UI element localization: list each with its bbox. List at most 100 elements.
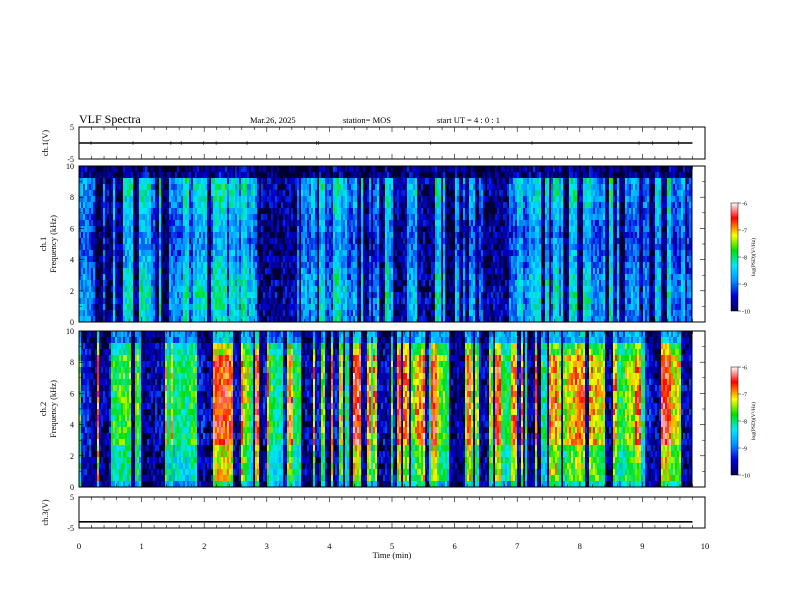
heatmap-cell [147,268,150,275]
heatmap-cell [559,262,562,269]
heatmap-cell [441,202,444,209]
heatmap-cell [113,304,116,311]
heatmap-cell [315,202,318,209]
heatmap-cell [195,316,198,323]
heatmap-cell [155,208,158,215]
heatmap-cell [191,184,194,191]
heatmap-cell [361,238,364,245]
heatmap-cell [425,214,428,221]
heatmap-cell [433,280,436,287]
heatmap-cell [301,220,304,227]
heatmap-cell [361,190,364,197]
heatmap-cell [555,184,558,191]
heatmap-cell [375,232,378,239]
heatmap-cell [349,298,352,305]
heatmap-cell [131,172,134,179]
heatmap-cell [537,298,540,305]
heatmap-cell [243,304,246,311]
heatmap-cell [443,178,446,185]
heatmap-cell [443,274,446,281]
heatmap-cell [231,232,234,239]
heatmap-cell [191,214,194,221]
heatmap-cell [171,250,174,257]
heatmap-cell [241,268,244,275]
heatmap-cell [423,244,426,251]
heatmap-cell [249,232,252,239]
heatmap-cell [467,268,470,275]
heatmap-cell [519,172,522,179]
heatmap-cell [173,232,176,239]
heatmap-cell [481,310,484,317]
heatmap-cell [241,202,244,209]
heatmap-cell [211,184,214,191]
heatmap-cell [429,190,432,197]
heatmap-cell [555,316,558,323]
heatmap-cell [131,262,134,269]
heatmap-cell [291,178,294,185]
heatmap-cell [473,250,476,257]
heatmap-cell [175,238,178,245]
heatmap-cell [511,232,514,239]
heatmap-cell [407,190,410,197]
heatmap-cell [507,244,510,251]
heatmap-cell [345,202,348,209]
heatmap-cell [569,190,572,197]
heatmap-cell [79,190,82,197]
heatmap-cell [291,268,294,275]
heatmap-cell [501,256,504,263]
heatmap-cell [441,190,444,197]
heatmap-cell [157,280,160,287]
heatmap-cell [517,214,520,221]
heatmap-cell [147,202,150,209]
heatmap-cell [513,238,516,245]
heatmap-cell [165,202,168,209]
heatmap-cell [347,220,350,227]
heatmap-cell [431,232,434,239]
heatmap-cell [293,304,296,311]
heatmap-cell [539,310,542,317]
heatmap-cell [519,226,522,233]
heatmap-cell [239,172,242,179]
heatmap-cell [79,196,82,203]
heatmap-cell [145,274,148,281]
heatmap-cell [489,238,492,245]
heatmap-cell [117,274,120,281]
heatmap-cell [355,202,358,209]
heatmap-cell [501,208,504,215]
heatmap-cell [169,220,172,227]
heatmap-cell [129,208,132,215]
heatmap-cell [533,184,536,191]
heatmap-cell [85,286,88,293]
heatmap-cell [375,298,378,305]
heatmap-cell [227,304,230,311]
heatmap-cell [369,304,372,311]
heatmap-cell [359,286,362,293]
heatmap-cell [153,292,156,299]
heatmap-cell [559,196,562,203]
heatmap-cell [213,292,216,299]
heatmap-cell [235,172,238,179]
heatmap-cell [345,238,348,245]
heatmap-cell [177,298,180,305]
heatmap-cell [459,238,462,245]
heatmap-cell [455,214,458,221]
heatmap-cell [475,250,478,257]
heatmap-cell [245,286,248,293]
heatmap-cell [311,256,314,263]
heatmap-cell [143,274,146,281]
heatmap-cell [269,184,272,191]
heatmap-cell [391,262,394,269]
heatmap-cell [127,298,130,305]
heatmap-cell [523,178,526,185]
heatmap-cell [217,172,220,179]
heatmap-cell [503,286,506,293]
heatmap-cell [245,268,248,275]
heatmap-cell [257,274,260,281]
heatmap-cell [339,274,342,281]
heatmap-cell [111,166,114,173]
heatmap-cell [497,268,500,275]
heatmap-cell [561,202,564,209]
heatmap-cell [245,310,248,317]
heatmap-cell [383,238,386,245]
heatmap-cell [207,316,210,323]
